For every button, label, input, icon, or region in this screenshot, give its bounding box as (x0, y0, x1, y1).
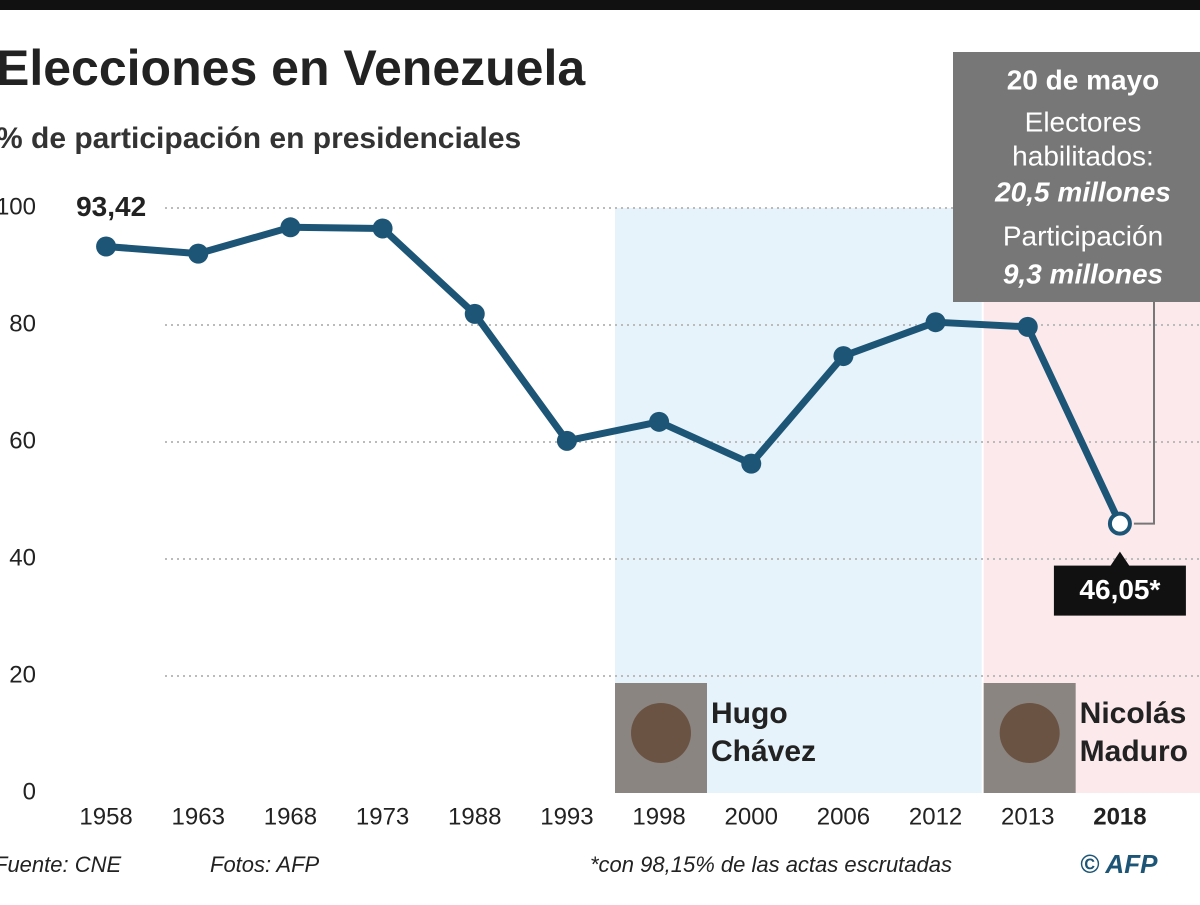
x-tick-label: 1993 (540, 803, 593, 830)
value-label: 46,05* (1079, 574, 1160, 605)
footer-note: *con 98,15% de las actas escrutadas (590, 852, 952, 877)
point (96, 236, 117, 257)
period-name: Maduro (1080, 735, 1188, 768)
period-name: Chávez (711, 735, 816, 768)
point (741, 453, 762, 474)
callout-text: 9,3 millones (1003, 258, 1163, 289)
value-label-pointer (1109, 551, 1130, 567)
x-tick-label: 1958 (79, 803, 132, 830)
y-tick-label: 100 (0, 193, 36, 220)
callout-text: 20 de mayo (1007, 64, 1160, 95)
x-tick-label: 2013 (1001, 803, 1054, 830)
photo-face (631, 703, 691, 763)
y-tick-label: 80 (9, 310, 36, 337)
x-tick-label: 1973 (356, 803, 409, 830)
footer-credit: © AFP (1080, 849, 1158, 879)
x-tick-label: 1998 (632, 803, 685, 830)
point (833, 346, 854, 367)
point (280, 217, 301, 238)
callout-leader (1133, 300, 1155, 525)
line (105, 223, 1124, 526)
x-tick-label: 1988 (448, 803, 501, 830)
point (464, 303, 485, 324)
point (1107, 511, 1132, 536)
x-tick-label: 1963 (172, 803, 225, 830)
point (556, 430, 577, 451)
x-tick-label: 2000 (725, 803, 778, 830)
value-label-box (1053, 565, 1186, 616)
y-tick-label: 20 (9, 661, 36, 688)
chart-title: Elecciones en Venezuela (0, 40, 586, 96)
photo-face (999, 703, 1060, 763)
x-tick-label: 2012 (909, 803, 962, 830)
callout-text: 20,5 millones (994, 176, 1171, 207)
y-tick-label: 40 (9, 544, 36, 571)
y-tick-label: 60 (9, 427, 36, 454)
point (372, 218, 393, 239)
point (925, 312, 946, 333)
callout-box (953, 52, 1200, 302)
period-name: Nicolás (1080, 697, 1187, 730)
point (649, 411, 670, 432)
period-name: Hugo (711, 697, 788, 730)
x-tick-label: 2006 (817, 803, 870, 830)
chart-subtitle: % de participación en presidenciales (0, 122, 521, 155)
point (1017, 316, 1038, 337)
x-tick-label: 2018 (1093, 803, 1146, 830)
value-label: 93,42 (76, 191, 146, 222)
x-tick-label: 1968 (264, 803, 317, 830)
callout-text: Participación (1003, 220, 1163, 251)
callout-text: Electores (1025, 106, 1142, 137)
callout-text: habilitados: (1012, 140, 1154, 171)
point (188, 243, 209, 264)
footer-source: Fuente: CNE (0, 852, 121, 877)
top-bar (0, 0, 1200, 10)
y-tick-label: 0 (23, 778, 36, 805)
footer-photos: Fotos: AFP (210, 852, 320, 877)
